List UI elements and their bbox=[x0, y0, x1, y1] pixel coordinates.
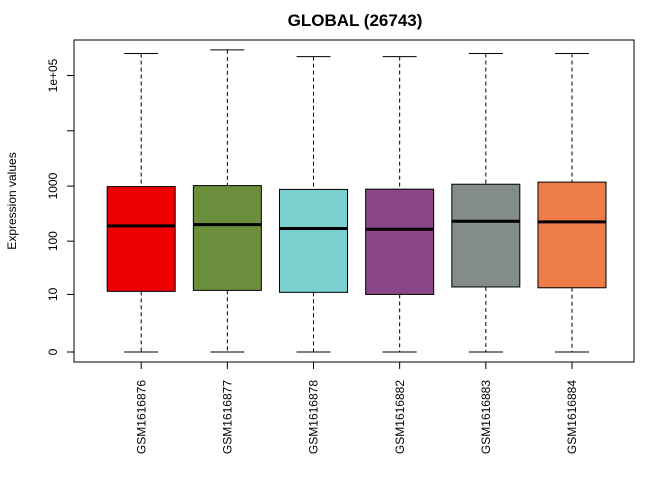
x-tick-label: GSM1616877 bbox=[221, 380, 235, 454]
box-group-gsm1616883 bbox=[451, 52, 521, 353]
x-tick-label: GSM1616882 bbox=[393, 380, 407, 454]
box-group-gsm1616877 bbox=[192, 49, 262, 353]
y-tick-label: 1000 bbox=[46, 172, 60, 199]
box-series bbox=[106, 49, 607, 353]
box-body bbox=[537, 181, 607, 289]
chart-title: GLOBAL (26743) bbox=[288, 11, 423, 30]
x-tick-label: GSM1616884 bbox=[565, 380, 579, 454]
x-axis: GSM1616876 GSM1616877 GSM1616878 GSM1616882… bbox=[134, 361, 579, 454]
x-tick-label: GSM1616876 bbox=[134, 380, 148, 454]
y-tick-label: 100 bbox=[46, 231, 60, 251]
y-axis: 0 10 100 1000 1e+05 bbox=[46, 58, 75, 355]
box-group-gsm1616882 bbox=[365, 56, 435, 353]
box-body bbox=[106, 186, 176, 292]
y-tick-label: 0 bbox=[46, 348, 60, 355]
box-group-gsm1616878 bbox=[279, 56, 349, 353]
box-body bbox=[279, 188, 349, 293]
y-tick-label: 1e+05 bbox=[46, 58, 60, 92]
box-body bbox=[365, 188, 435, 295]
box-group-gsm1616884 bbox=[537, 52, 607, 353]
x-tick-label: GSM1616883 bbox=[479, 380, 493, 454]
y-axis-label: Expression values bbox=[5, 152, 19, 249]
box-body bbox=[451, 183, 521, 288]
box-body bbox=[192, 185, 262, 291]
x-tick-label: GSM1616878 bbox=[307, 380, 321, 454]
y-tick-label: 10 bbox=[46, 287, 60, 301]
box-group-gsm1616876 bbox=[106, 52, 176, 353]
